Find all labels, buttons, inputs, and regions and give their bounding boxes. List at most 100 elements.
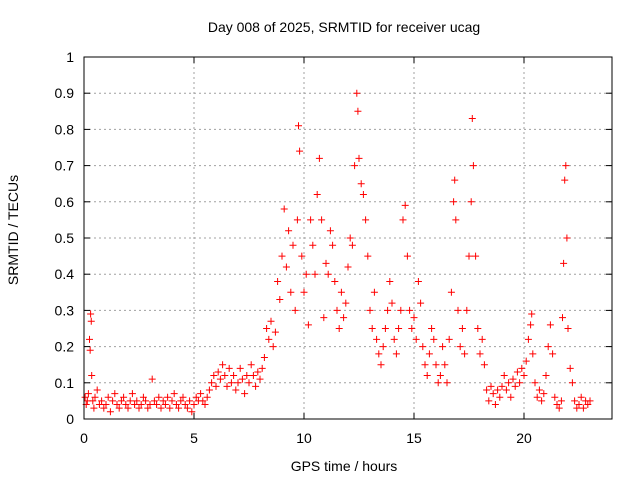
data-point bbox=[168, 397, 176, 405]
data-point bbox=[375, 350, 383, 358]
data-point bbox=[546, 321, 554, 329]
data-point bbox=[274, 277, 282, 285]
data-point bbox=[384, 306, 392, 314]
data-point bbox=[524, 335, 532, 343]
data-point bbox=[474, 325, 482, 332]
data-point bbox=[561, 176, 569, 184]
data-point bbox=[417, 299, 425, 307]
data-point bbox=[131, 401, 139, 409]
data-point bbox=[278, 252, 286, 260]
data-point bbox=[276, 296, 284, 304]
data-point bbox=[586, 397, 594, 405]
grid bbox=[84, 57, 612, 419]
data-point bbox=[320, 314, 328, 322]
data-point bbox=[359, 191, 367, 199]
data-point bbox=[192, 393, 200, 401]
data-point bbox=[309, 241, 317, 249]
data-point bbox=[354, 107, 362, 115]
data-point bbox=[179, 393, 187, 401]
data-point bbox=[146, 401, 154, 409]
data-point bbox=[412, 335, 420, 343]
data-point bbox=[451, 176, 459, 184]
data-point bbox=[236, 364, 244, 372]
data-point bbox=[469, 162, 477, 170]
data-point bbox=[89, 397, 97, 405]
data-point bbox=[241, 390, 249, 398]
data-point bbox=[342, 299, 350, 307]
data-point bbox=[566, 364, 574, 372]
data-point bbox=[216, 375, 224, 383]
data-point bbox=[498, 382, 506, 390]
data-point bbox=[425, 350, 433, 358]
data-point bbox=[551, 393, 559, 401]
data-point bbox=[390, 335, 398, 343]
data-point bbox=[403, 252, 411, 260]
data-point bbox=[311, 270, 319, 278]
data-point bbox=[560, 259, 568, 267]
data-point bbox=[289, 241, 297, 249]
data-point bbox=[476, 350, 484, 358]
x-axis-label: GPS time / hours bbox=[291, 458, 398, 474]
chart-title: Day 008 of 2025, SRMTID for receiver uca… bbox=[208, 19, 480, 35]
y-tick-label: 0.3 bbox=[55, 302, 75, 318]
data-point bbox=[527, 321, 535, 329]
data-point bbox=[335, 325, 343, 332]
data-point bbox=[115, 404, 123, 412]
data-point bbox=[346, 234, 354, 242]
y-tick-label: 1 bbox=[66, 49, 74, 65]
data-point bbox=[362, 216, 370, 224]
data-point bbox=[223, 382, 231, 390]
data-point bbox=[287, 288, 295, 296]
data-point bbox=[480, 361, 488, 369]
data-point bbox=[331, 277, 339, 285]
data-point bbox=[124, 404, 132, 412]
data-point bbox=[575, 401, 583, 409]
data-point bbox=[183, 404, 191, 412]
y-tick-label: 0.1 bbox=[55, 375, 75, 391]
data-point bbox=[549, 350, 557, 358]
data-point bbox=[142, 397, 150, 405]
y-tick-label: 0.5 bbox=[55, 230, 75, 246]
data-point bbox=[529, 350, 537, 358]
data-point bbox=[381, 325, 389, 332]
data-point bbox=[133, 397, 141, 405]
data-point bbox=[271, 328, 279, 336]
data-point bbox=[282, 263, 290, 271]
data-point bbox=[568, 379, 576, 387]
data-point bbox=[434, 379, 442, 387]
data-point bbox=[199, 397, 207, 405]
data-point bbox=[507, 393, 515, 401]
data-point bbox=[494, 386, 502, 394]
data-point bbox=[478, 335, 486, 343]
data-point bbox=[557, 397, 565, 405]
data-point bbox=[441, 361, 449, 369]
data-point bbox=[100, 404, 108, 412]
data-point bbox=[447, 288, 455, 296]
data-point bbox=[98, 397, 106, 405]
data-point bbox=[366, 306, 374, 314]
data-point bbox=[461, 350, 469, 358]
data-point bbox=[456, 343, 464, 351]
data-point bbox=[234, 379, 242, 387]
data-point bbox=[544, 343, 552, 351]
data-point bbox=[463, 306, 471, 314]
data-point bbox=[414, 277, 422, 285]
data-point bbox=[577, 393, 585, 401]
data-point bbox=[205, 386, 213, 394]
data-point bbox=[172, 401, 180, 409]
data-point bbox=[267, 317, 275, 325]
data-point bbox=[562, 162, 570, 170]
data-point bbox=[428, 325, 436, 332]
data-point bbox=[111, 390, 119, 398]
data-point bbox=[436, 372, 444, 380]
data-point bbox=[90, 404, 98, 412]
data-point bbox=[302, 270, 310, 278]
data-point bbox=[406, 306, 414, 314]
data-point bbox=[483, 386, 491, 394]
data-point bbox=[135, 404, 143, 412]
data-point bbox=[579, 404, 587, 412]
data-point bbox=[368, 325, 376, 332]
data-point bbox=[340, 314, 348, 322]
data-point bbox=[225, 364, 233, 372]
